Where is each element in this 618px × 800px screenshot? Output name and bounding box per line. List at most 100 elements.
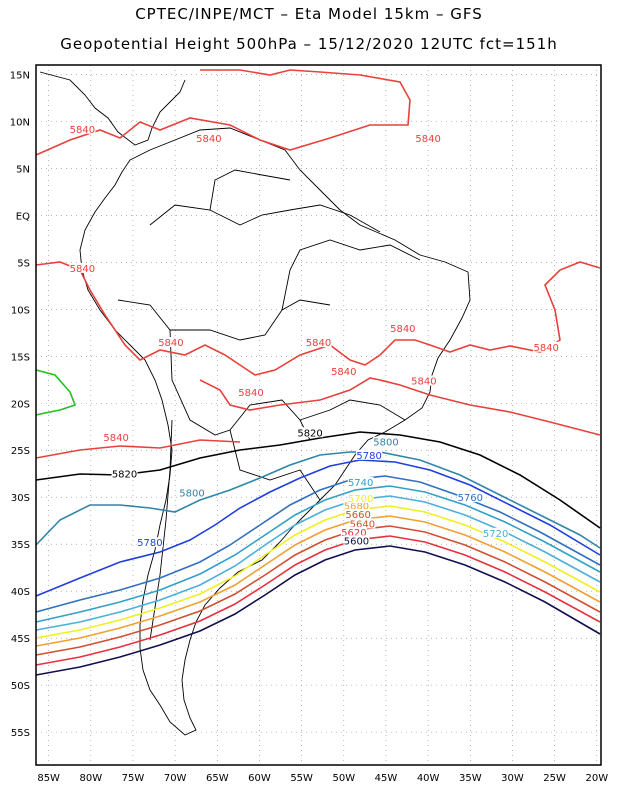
lat-tick-label: 45S bbox=[11, 634, 30, 645]
title-line-1: CPTEC/INPE/MCT – Eta Model 15km – GFS bbox=[135, 5, 483, 23]
contour-label: 5680 bbox=[344, 502, 369, 513]
title-line-2: Geopotential Height 500hPa – 15/12/2020 … bbox=[60, 35, 558, 53]
contour-label: 5800 bbox=[373, 438, 398, 449]
contour-5840-west bbox=[35, 261, 601, 376]
contour-label-bg bbox=[533, 341, 560, 352]
lat-tick-label: 15S bbox=[11, 352, 30, 363]
lon-tick-label: 75W bbox=[122, 773, 145, 784]
contour-5840-north bbox=[35, 69, 411, 156]
contour-label: 5840 bbox=[70, 264, 95, 275]
contour-5740 bbox=[35, 485, 601, 623]
coastlines-and-borders bbox=[39, 71, 471, 736]
contour-label-bg bbox=[347, 493, 374, 504]
contour-label-bg bbox=[345, 509, 372, 520]
contour-label-bg bbox=[136, 537, 163, 548]
lon-tick-label: 50W bbox=[332, 773, 355, 784]
contour-label-bg bbox=[349, 518, 376, 529]
contour-5660 bbox=[35, 525, 601, 656]
contour-label-bg bbox=[482, 527, 509, 538]
country-border-2 bbox=[117, 299, 331, 341]
contour-label-bg bbox=[157, 337, 184, 348]
lon-tick-label: 25W bbox=[543, 773, 566, 784]
lat-tick-label: 30S bbox=[11, 493, 30, 504]
contour-label: 5720 bbox=[483, 529, 508, 540]
contour-label-bg bbox=[410, 375, 437, 386]
contour-label-bg bbox=[103, 431, 130, 442]
contour-label: 5840 bbox=[415, 134, 440, 145]
contour-5800 bbox=[35, 451, 601, 549]
contour-label: 5840 bbox=[158, 338, 183, 349]
lon-tick-label: 65W bbox=[206, 773, 229, 784]
country-border-7 bbox=[209, 169, 291, 211]
contour-label-bg bbox=[69, 262, 96, 273]
contour-label-bg bbox=[343, 500, 370, 511]
lon-tick-label: 40W bbox=[417, 773, 440, 784]
contour-label: 5840 bbox=[306, 338, 331, 349]
contour-label: 5840 bbox=[411, 377, 436, 388]
lat-tick-label: 5S bbox=[17, 258, 30, 269]
lon-tick-label: 60W bbox=[248, 773, 271, 784]
country-border-5 bbox=[229, 429, 321, 501]
contour-label: 5840 bbox=[70, 125, 95, 136]
contour-label-bg bbox=[330, 366, 357, 377]
lat-tick-label: 15N bbox=[10, 70, 30, 81]
country-border-4 bbox=[149, 419, 173, 641]
contour-5720 bbox=[35, 495, 601, 631]
contour-label: 5820 bbox=[297, 428, 322, 439]
contour-5840-southwest bbox=[35, 439, 241, 459]
lon-tick-label: 70W bbox=[164, 773, 187, 784]
contour-label-bg bbox=[389, 322, 416, 333]
lon-tick-label: 55W bbox=[290, 773, 313, 784]
height-contours bbox=[35, 69, 601, 676]
contour-5700 bbox=[35, 505, 601, 639]
country-border-6 bbox=[281, 239, 421, 311]
country-border-1 bbox=[149, 204, 381, 233]
contour-5680 bbox=[35, 515, 601, 647]
contour-label-bg bbox=[457, 492, 484, 503]
contour-label: 5780 bbox=[137, 538, 162, 549]
contour-5840-south bbox=[199, 377, 601, 436]
contour-label: 5820 bbox=[112, 470, 137, 481]
contour-label-bg bbox=[238, 386, 265, 397]
lat-tick-label: 20S bbox=[11, 399, 30, 410]
contour-label-bg bbox=[195, 133, 222, 144]
contour-label-bg bbox=[69, 123, 96, 134]
lat-tick-label: 10N bbox=[10, 117, 30, 128]
contour-5780 bbox=[35, 459, 601, 597]
contour-label-bg bbox=[340, 526, 367, 537]
contour-label: 5800 bbox=[179, 488, 204, 499]
map-header: CPTEC/INPE/MCT – Eta Model 15km – GFS Ge… bbox=[0, 0, 618, 64]
contour-label: 5840 bbox=[103, 433, 128, 444]
contour-label: 5840 bbox=[331, 367, 356, 378]
south-america-coast bbox=[79, 127, 471, 736]
contour-label-bg bbox=[111, 468, 138, 479]
contour-label-bg bbox=[415, 133, 442, 144]
central-america-coast bbox=[39, 71, 186, 146]
contour-label-bg bbox=[343, 535, 370, 546]
lon-tick-label: 30W bbox=[501, 773, 524, 784]
lat-tick-label: 50S bbox=[11, 681, 30, 692]
contour-label: 5840 bbox=[196, 134, 221, 145]
contour-label: 5760 bbox=[458, 493, 483, 504]
contour-5760 bbox=[35, 475, 601, 613]
lat-tick-label: 55S bbox=[11, 728, 30, 739]
lat-tick-label: 25S bbox=[11, 446, 30, 457]
contour-label: 5840 bbox=[390, 324, 415, 335]
contour-5600 bbox=[35, 545, 601, 676]
lon-tick-label: 20W bbox=[585, 773, 608, 784]
contour-label: 5660 bbox=[345, 510, 370, 521]
lon-tick-label: 85W bbox=[37, 773, 60, 784]
contour-label: 5620 bbox=[341, 528, 366, 539]
contour-label-bg bbox=[305, 337, 332, 348]
lat-tick-label: EQ bbox=[16, 211, 30, 222]
lat-tick-label: 5N bbox=[16, 164, 30, 175]
lon-tick-label: 45W bbox=[375, 773, 398, 784]
axis-labels: 85W 80W 75W 70W 65W 60W 55W 50W 45W 40W 35W 30W 25W 2… bbox=[10, 70, 608, 784]
country-border-3 bbox=[169, 329, 311, 441]
lat-tick-label: 40S bbox=[11, 587, 30, 598]
lon-tick-label: 80W bbox=[80, 773, 103, 784]
contour-label: 5640 bbox=[350, 519, 375, 530]
contour-label-bg bbox=[297, 427, 324, 438]
country-border-8 bbox=[299, 399, 406, 421]
